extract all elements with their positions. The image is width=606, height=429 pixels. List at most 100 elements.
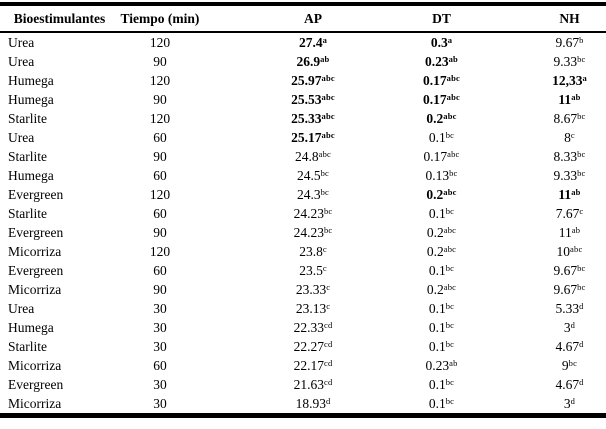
cell-nh: 9.67bc: [528, 280, 606, 299]
cell-bioestimulante: Humega: [8, 91, 54, 107]
cell-nh: 9bc: [528, 356, 606, 375]
cell-ap: 24.23bc: [208, 223, 418, 242]
nh-value: 9: [561, 357, 569, 373]
cell-bioestimulante: Micorriza: [8, 395, 62, 411]
cell-tiempo: 30: [153, 338, 167, 354]
cell-dt: 0.3a: [418, 32, 528, 52]
cell-ap: 23.33c: [208, 280, 418, 299]
nh-significance-letters: d: [570, 319, 576, 330]
cell-ap: 24.3bc: [208, 185, 418, 204]
cell-nh: 7.67c: [528, 204, 606, 223]
ap-significance-letters: a: [322, 34, 328, 45]
cell-bioestimulante: Starlite: [8, 148, 47, 164]
nh-value: 9.67: [553, 262, 578, 278]
dt-value: 0.1: [428, 205, 446, 221]
nh-value: 9.67: [555, 34, 580, 50]
nh-value: 8.33: [553, 148, 578, 164]
cell-dt: 0.1bc: [418, 337, 528, 356]
cell-tiempo: 90: [153, 148, 167, 164]
dt-significance-letters: a: [447, 34, 453, 45]
cell-dt: 0.2abc: [418, 280, 528, 299]
cell-ap: 25.17abc: [208, 128, 418, 147]
nh-value: 4.67: [555, 376, 580, 392]
dt-significance-letters: abc: [446, 72, 460, 83]
table-row: Starlite 60 24.23bc 0.1bc 7.67c: [0, 204, 606, 223]
nh-significance-letters: b: [579, 34, 584, 45]
cell-tiempo: 120: [149, 243, 171, 259]
nh-significance-letters: ab: [571, 224, 581, 235]
cell-dt: 0.1bc: [418, 128, 528, 147]
header-row: Bioestimulantes Tiempo (min) AP DT NH: [0, 4, 606, 33]
ap-significance-letters: bc: [320, 186, 330, 197]
cell-ap: 22.33cd: [208, 318, 418, 337]
ap-significance-letters: cd: [323, 357, 333, 368]
dt-significance-letters: ab: [448, 53, 458, 64]
cell-dt: 0.1bc: [418, 299, 528, 318]
ap-significance-letters: abc: [321, 72, 335, 83]
nh-significance-letters: d: [579, 300, 584, 311]
cell-bioestimulante: Micorriza: [8, 281, 62, 297]
ap-value: 21.63: [293, 376, 324, 392]
nh-value: 5.33: [555, 300, 580, 316]
cell-ap: 23.13c: [208, 299, 418, 318]
dt-significance-letters: bc: [445, 262, 455, 273]
cell-bioestimulante: Urea: [8, 300, 35, 316]
nh-value: 3: [563, 319, 571, 335]
nh-significance-letters: bc: [577, 281, 586, 292]
cell-bioestimulante: Humega: [8, 319, 54, 335]
nh-value: 8.67: [553, 110, 578, 126]
nh-significance-letters: bc: [568, 357, 578, 368]
cell-bioestimulante: Humega: [8, 167, 54, 183]
dt-value: 0.2: [426, 243, 444, 259]
cell-bioestimulante: Humega: [8, 72, 54, 88]
cell-tiempo: 60: [153, 262, 167, 278]
dt-value: 0.1: [428, 376, 446, 392]
ap-value: 25.33: [291, 110, 322, 126]
dt-value: 0.2: [426, 281, 444, 297]
cell-nh: 4.67d: [528, 337, 606, 356]
column-header-dt: DT: [418, 4, 528, 33]
nh-value: 11: [558, 224, 572, 240]
cell-bioestimulante: Evergreen: [8, 186, 64, 202]
cell-ap: 23.8c: [208, 242, 418, 261]
ap-significance-letters: cd: [323, 319, 333, 330]
cell-ap: 25.97abc: [208, 71, 418, 90]
ap-value: 24.8: [294, 148, 319, 164]
dt-significance-letters: bc: [445, 395, 455, 406]
table-row: Micorriza 30 18.93d 0.1bc 3d: [0, 394, 606, 416]
cell-bioestimulante: Evergreen: [8, 376, 64, 392]
table-row: Micorriza 90 23.33c 0.2abc 9.67bc: [0, 280, 606, 299]
cell-bioestimulante: Starlite: [8, 205, 47, 221]
cell-tiempo: 60: [153, 205, 167, 221]
dt-value: 0.2: [426, 224, 444, 240]
nh-value: 11: [558, 91, 572, 107]
results-table-container: Bioestimulantes Tiempo (min) AP DT NH Ur…: [0, 2, 606, 418]
cell-tiempo: 60: [153, 357, 167, 373]
dt-value: 0.17: [423, 148, 448, 164]
nh-value: 9.33: [553, 167, 578, 183]
dt-significance-letters: bc: [445, 129, 455, 140]
cell-dt: 0.23ab: [418, 356, 528, 375]
dt-significance-letters: bc: [449, 167, 458, 178]
dt-value: 0.1: [428, 319, 446, 335]
ap-significance-letters: bc: [323, 224, 333, 235]
nh-value: 12,33: [552, 72, 583, 88]
cell-bioestimulante: Urea: [8, 53, 35, 69]
cell-tiempo: 120: [149, 34, 171, 50]
cell-dt: 0.23ab: [418, 52, 528, 71]
cell-tiempo: 30: [153, 376, 167, 392]
dt-significance-letters: bc: [445, 205, 455, 216]
ap-value: 26.9: [296, 53, 321, 69]
dt-value: 0.23: [425, 357, 450, 373]
dt-value: 0.17: [423, 72, 447, 88]
dt-value: 0.1: [428, 300, 446, 316]
table-row: Starlite 30 22.27cd 0.1bc 4.67d: [0, 337, 606, 356]
cell-nh: 9.67bc: [528, 261, 606, 280]
cell-nh: 8.33bc: [528, 147, 606, 166]
ap-significance-letters: bc: [323, 205, 333, 216]
cell-dt: 0.1bc: [418, 204, 528, 223]
cell-ap: 27.4a: [208, 32, 418, 52]
nh-significance-letters: bc: [577, 148, 586, 159]
cell-ap: 25.53abc: [208, 90, 418, 109]
dt-value: 0.3: [430, 34, 448, 50]
